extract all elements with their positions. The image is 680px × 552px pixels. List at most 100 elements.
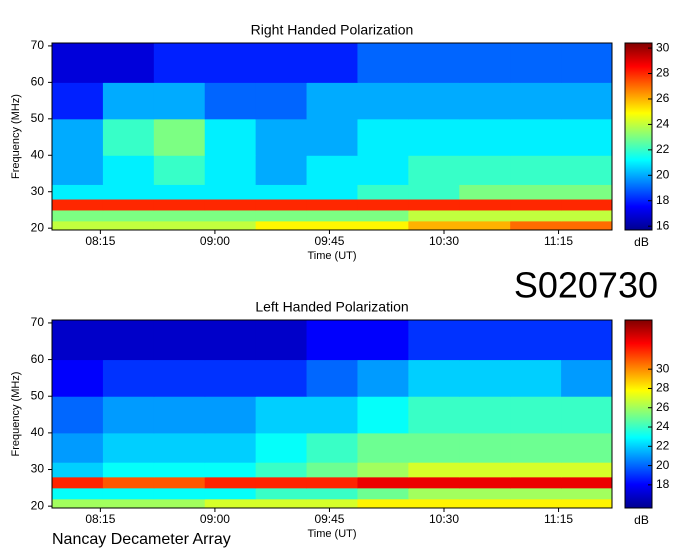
heat-cell: [459, 220, 511, 231]
colorbar-tick-label: 26: [656, 400, 670, 414]
y-tick-label: 70: [31, 38, 45, 52]
heat-cell: [102, 320, 155, 361]
heat-cell: [255, 118, 308, 156]
heat-cell: [102, 155, 155, 185]
heat-cell: [52, 396, 104, 434]
heat-cell: [102, 220, 155, 231]
heat-cell: [561, 476, 613, 489]
heat-cell: [357, 320, 409, 361]
heat-cell: [153, 359, 206, 397]
y-tick-label: 30: [31, 462, 45, 476]
heat-cell: [561, 359, 613, 397]
y-tick-label: 50: [31, 111, 45, 125]
heat-cell: [52, 498, 104, 509]
heat-cell: [459, 487, 511, 500]
heat-cell: [357, 498, 409, 509]
heat-cell: [408, 118, 460, 156]
y-tick-label: 30: [31, 184, 45, 198]
heat-cell: [204, 155, 257, 185]
colorbar-tick-label: 22: [656, 142, 670, 156]
heat-cell: [204, 359, 257, 397]
heat-cell: [561, 432, 613, 463]
colorbar: [624, 319, 653, 509]
heat-cell: [408, 432, 460, 463]
heat-cell: [408, 220, 460, 231]
heat-cell: [153, 118, 206, 156]
heat-cell: [153, 396, 206, 434]
colorbar-tick-label: 18: [656, 477, 670, 491]
heat-cell: [561, 396, 613, 434]
heat-cell: [52, 82, 104, 120]
heat-cell: [102, 396, 155, 434]
heat-cell: [561, 184, 613, 200]
heat-cell: [204, 209, 257, 222]
heat-cell: [102, 462, 155, 478]
y-tick-label: 60: [31, 75, 45, 89]
heat-cell: [561, 220, 613, 231]
heat-cell: [459, 320, 511, 361]
heat-cell: [510, 184, 562, 200]
colorbar-tick-label: 18: [656, 193, 670, 207]
heat-cell: [255, 320, 308, 361]
heat-cell: [408, 476, 460, 489]
heat-cell: [510, 118, 562, 156]
heat-cell: [204, 476, 257, 489]
colorbar-tick-label: 20: [656, 167, 670, 181]
colorbar-tick-label: 24: [656, 419, 670, 433]
heat-cell: [408, 396, 460, 434]
heat-cell: [204, 199, 257, 211]
heat-cell: [153, 43, 206, 83]
heat-cell: [561, 155, 613, 185]
heat-cell: [510, 462, 562, 478]
heat-cell: [357, 359, 409, 397]
heat-cell: [510, 155, 562, 185]
heat-cell: [255, 155, 308, 185]
x-tick-label: 09:00: [200, 512, 230, 526]
heat-cell: [357, 155, 409, 185]
heat-cell: [306, 199, 358, 211]
heat-cell: [561, 320, 613, 361]
heat-cell: [204, 487, 257, 500]
heat-cell: [52, 476, 104, 489]
heat-cell: [357, 199, 409, 211]
heat-cell: [153, 209, 206, 222]
heat-cell: [204, 220, 257, 231]
heat-cell: [204, 320, 257, 361]
heat-cell: [52, 220, 104, 231]
heat-cell: [408, 498, 460, 509]
y-tick-label: 50: [31, 388, 45, 402]
heat-cell: [510, 209, 562, 222]
heat-cell: [408, 184, 460, 200]
y-tick-label: 40: [31, 425, 45, 439]
heat-cell: [357, 487, 409, 500]
footer: Nancay Decameter Array: [52, 531, 231, 548]
heat-cell: [306, 320, 358, 361]
heat-cell: [52, 320, 104, 361]
heat-cell: [306, 432, 358, 463]
heat-cell: [153, 220, 206, 231]
y-tick-label: 20: [31, 220, 45, 234]
heat-cell: [357, 220, 409, 231]
heat-cell: [153, 320, 206, 361]
plot-frame: [51, 42, 613, 231]
heat-cell: [561, 487, 613, 500]
colorbar-tick-label: 22: [656, 438, 670, 452]
heat-cell: [153, 462, 206, 478]
heat-cell: [510, 43, 562, 83]
heat-cell: [408, 43, 460, 83]
colorbar-tick-label: 28: [656, 381, 670, 395]
heat-cell: [52, 209, 104, 222]
heat-cell: [204, 462, 257, 478]
x-tick-label: 09:00: [200, 234, 230, 248]
heat-cell: [408, 199, 460, 211]
heat-cell: [204, 184, 257, 200]
heat-cell: [102, 498, 155, 509]
heat-cell: [255, 432, 308, 463]
heat-cell: [153, 82, 206, 120]
heat-cell: [510, 220, 562, 231]
heat-cell: [204, 396, 257, 434]
y-axis-label: Frequency (MHz): [10, 94, 22, 179]
heat-cell: [255, 43, 308, 83]
heat-cell: [459, 462, 511, 478]
x-tick-label: 11:15: [544, 512, 573, 526]
